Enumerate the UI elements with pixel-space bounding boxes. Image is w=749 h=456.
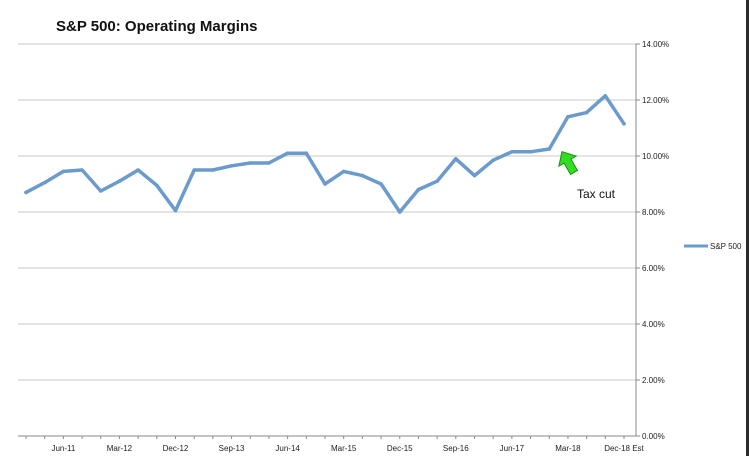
- data-point: [547, 147, 552, 151]
- tax-cut-label: Tax cut: [577, 187, 616, 201]
- x-tick-label: Mar-12: [107, 444, 133, 453]
- data-point: [584, 110, 589, 115]
- tax-cut-annotation: Tax cut: [558, 150, 616, 201]
- tax-cut-arrow: [558, 150, 579, 176]
- x-tick-label: Jun-11: [51, 444, 75, 453]
- y-tick-label: 12.00%: [642, 96, 669, 105]
- data-point: [98, 189, 103, 193]
- y-tick-label: 2.00%: [642, 376, 665, 385]
- data-point: [416, 187, 421, 192]
- x-tick-label: Sep-13: [219, 444, 245, 453]
- chart-title: S&P 500: Operating Margins: [56, 18, 258, 35]
- x-tick-label: Dec-18 Est: [604, 444, 644, 453]
- series-points: [24, 94, 626, 214]
- x-tick-label: Mar-15: [331, 444, 357, 453]
- legend[interactable]: S&P 500: [684, 242, 742, 251]
- data-point: [397, 210, 402, 214]
- data-point: [454, 157, 458, 161]
- data-point: [248, 161, 253, 165]
- data-point: [61, 169, 66, 174]
- y-tick-label: 0.00%: [642, 432, 665, 441]
- y-tick-label: 4.00%: [642, 320, 665, 329]
- data-point: [435, 179, 439, 183]
- data-point: [136, 168, 140, 172]
- data-point: [24, 190, 28, 195]
- data-point: [229, 164, 234, 168]
- data-point: [360, 173, 365, 178]
- data-point: [528, 150, 533, 154]
- data-point: [304, 151, 309, 155]
- data-point: [117, 179, 122, 183]
- legend-label: S&P 500: [710, 242, 742, 251]
- data-point: [566, 115, 570, 119]
- gridlines: [18, 43, 636, 381]
- x-tick-labels: Jun-11 Mar-12 Dec-12 Sep-13 Jun-14 Mar-15 Dec-…: [25, 436, 645, 453]
- data-point: [155, 183, 159, 188]
- data-point: [622, 122, 626, 126]
- data-point: [603, 94, 608, 98]
- x-tick-label: Sep-16: [443, 444, 469, 453]
- y-tick-label: 14.00%: [642, 40, 669, 49]
- x-tick-label: Mar-18: [555, 444, 581, 453]
- y-tick-labels: 0.00% 2.00% 4.00% 6.00% 8.00% 10.00% 12.00% 14.…: [636, 40, 669, 441]
- data-point: [80, 168, 84, 172]
- x-tick-label: Jun-14: [275, 444, 300, 453]
- x-tick-label: Jun-17: [500, 444, 525, 453]
- data-point: [510, 150, 514, 154]
- y-tick-label: 8.00%: [642, 208, 665, 217]
- data-point: [341, 169, 346, 174]
- x-tick-label: Dec-12: [163, 444, 189, 453]
- data-point: [323, 182, 327, 186]
- series-line-sp500: [24, 94, 626, 214]
- data-point: [491, 158, 495, 162]
- data-point: [379, 182, 383, 186]
- data-point: [211, 168, 215, 172]
- x-tick-label: Dec-15: [387, 444, 413, 453]
- data-point: [192, 168, 196, 172]
- data-point: [285, 151, 290, 155]
- data-point: [173, 208, 178, 213]
- data-point: [267, 161, 271, 165]
- y-tick-label: 10.00%: [642, 152, 669, 161]
- data-point: [472, 173, 477, 178]
- data-point: [42, 180, 47, 185]
- y-tick-label: 6.00%: [642, 264, 665, 273]
